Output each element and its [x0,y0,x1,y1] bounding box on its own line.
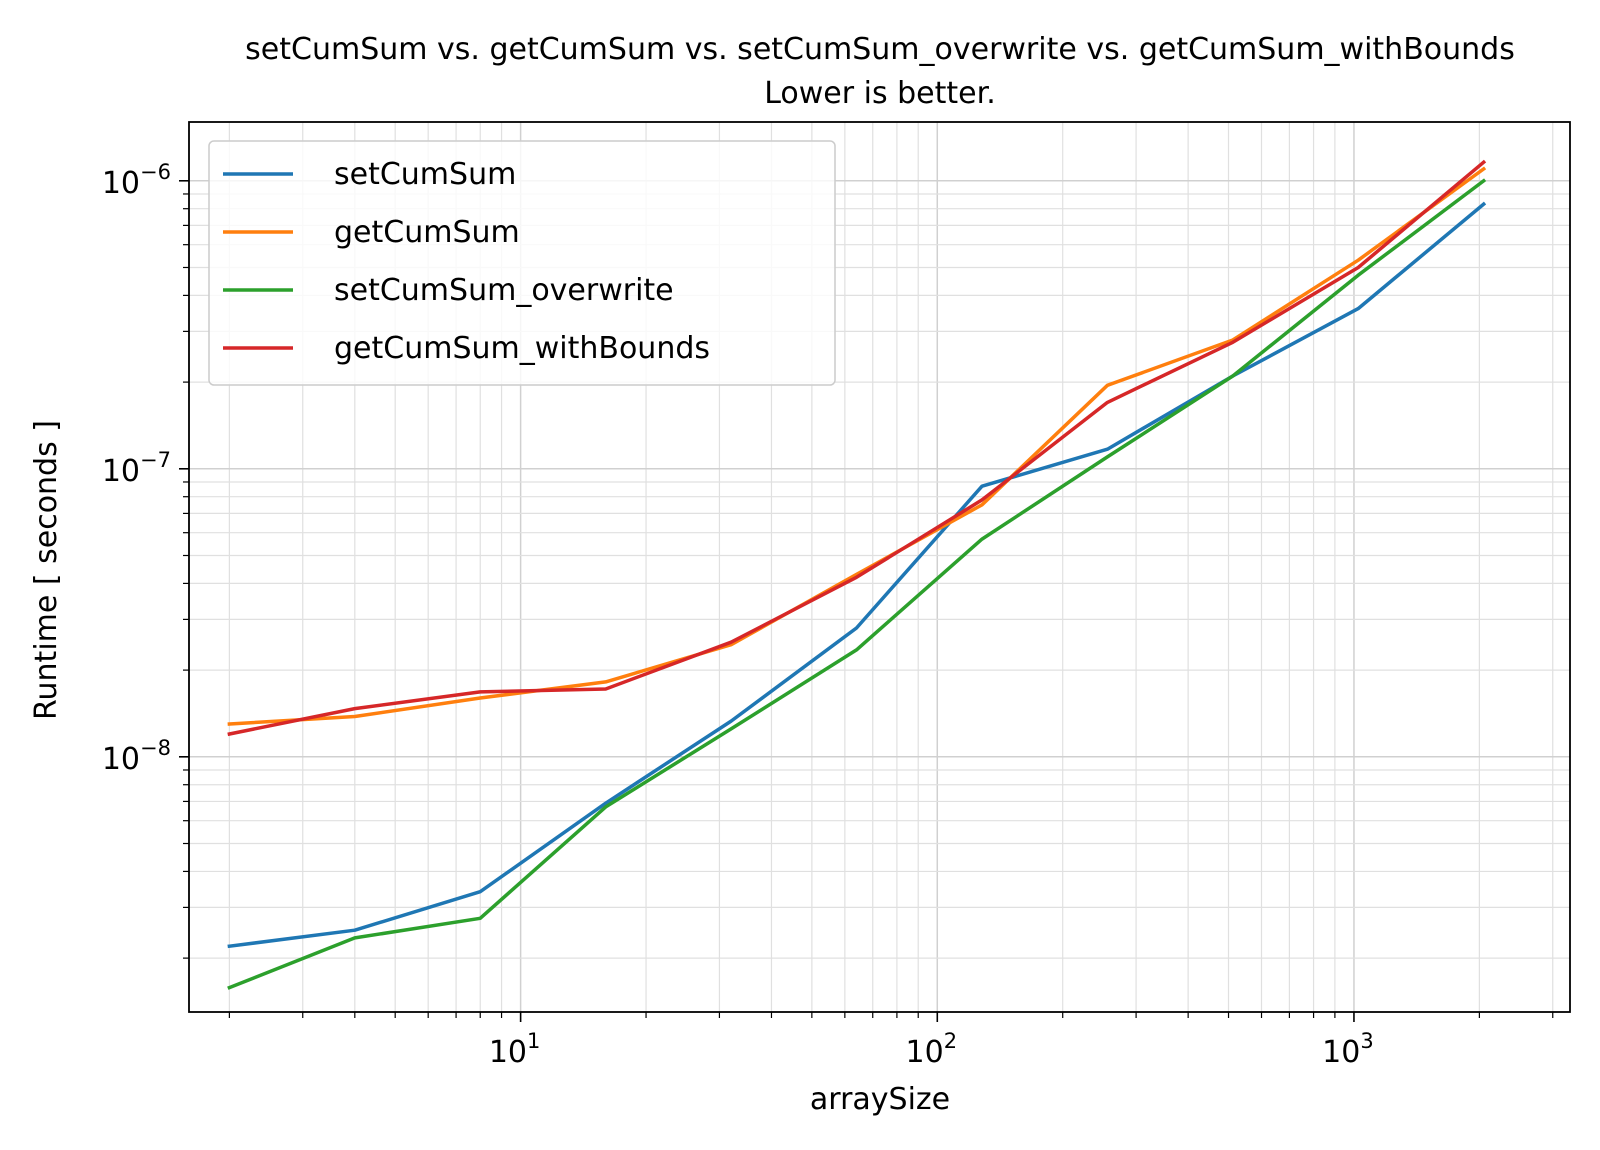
x-tick-label: 103 [1322,1029,1374,1070]
series-line-setcumsum [227,201,1487,949]
y-tick-label: 10−7 [102,448,171,489]
y-tick-label: 10−8 [102,736,171,777]
series-line-getcumsum-withbounds [227,159,1487,737]
legend-label: getCumSum [334,215,520,250]
chart-subtitle: Lower is better. [764,76,996,111]
x-axis-label: arraySize [810,1082,950,1117]
x-tick-label: 101 [489,1029,541,1070]
chart-title: setCumSum vs. getCumSum vs. setCumSum_ov… [245,32,1515,67]
legend-label: setCumSum [334,157,516,192]
legend-label: setCumSum_overwrite [334,273,674,308]
y-tick-label: 10−6 [102,160,171,201]
y-axis-label: Runtime [ seconds ] [29,420,64,720]
plot-frame [188,121,1571,1013]
legend-label: getCumSum_withBounds [334,331,710,366]
legend-box [208,140,836,386]
series-lines [227,159,1487,990]
x-tick-label: 102 [906,1029,958,1070]
series-line-setcumsum-overwrite [227,178,1487,990]
series-line-getcumsum [227,166,1487,726]
legend: setCumSum getCumSum setCumSum_overwriteget… [208,140,836,386]
axis-ticks: 101 102 103 10−8 10−7 10−6 [102,160,1554,1070]
